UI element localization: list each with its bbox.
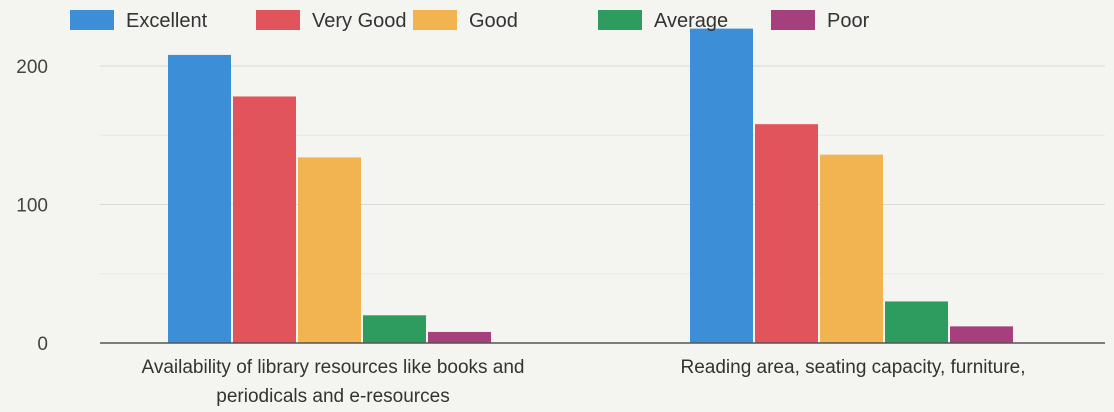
bar-poor-2 — [950, 326, 1013, 343]
bar-very-good-1 — [233, 96, 296, 343]
legend-swatch — [256, 10, 300, 30]
bar-very-good-2 — [755, 124, 818, 343]
y-tick-label: 200 — [16, 57, 48, 78]
bars — [168, 28, 1013, 344]
legend-label: Very Good — [312, 10, 407, 32]
legend: Excellent Very Good Good Average Poor — [70, 10, 870, 32]
legend-label: Poor — [827, 10, 870, 32]
legend-swatch — [598, 10, 642, 30]
category-label: periodicals and e-resources — [216, 386, 449, 407]
category-labels: Availability of library resources like b… — [142, 357, 1026, 407]
bar-poor-1 — [428, 331, 491, 343]
bar-excellent-2 — [690, 28, 753, 343]
legend-label: Excellent — [126, 10, 208, 32]
bar-average-1 — [363, 315, 426, 343]
category-label: Availability of library resources like b… — [142, 357, 525, 378]
y-axis-ticks: 0 100 200 — [16, 57, 48, 355]
legend-swatch — [771, 10, 815, 30]
category-label: Reading area, seating capacity, furnitur… — [680, 357, 1025, 378]
y-tick-label: 100 — [16, 196, 48, 217]
bar-good-1 — [298, 157, 361, 343]
y-tick-label: 0 — [37, 334, 48, 355]
legend-label: Average — [654, 10, 728, 32]
legend-swatch — [413, 10, 457, 30]
bar-good-2 — [820, 154, 883, 343]
bar-excellent-1 — [168, 54, 231, 344]
legend-label: Good — [469, 10, 518, 32]
bar-average-2 — [885, 301, 948, 343]
legend-swatch — [70, 10, 114, 30]
